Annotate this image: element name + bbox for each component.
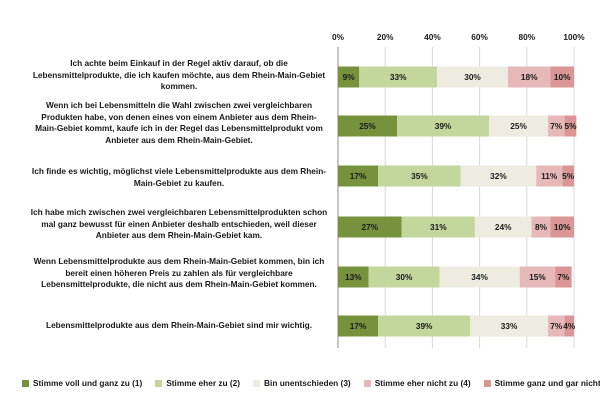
bars xyxy=(338,66,577,337)
data-label: 39% xyxy=(416,321,433,331)
bar-segment xyxy=(338,165,379,187)
data-label: 31% xyxy=(430,222,447,232)
x-tick-label: 20% xyxy=(377,32,394,42)
bar-segment xyxy=(489,115,549,137)
bar-segment xyxy=(368,266,440,288)
data-label: 18% xyxy=(521,72,538,82)
bar-segment xyxy=(437,66,508,88)
bar-segment xyxy=(439,266,520,288)
data-label: 32% xyxy=(490,171,507,181)
data-label: 34% xyxy=(471,272,488,282)
x-tick-label: 80% xyxy=(518,32,535,42)
bar-segment xyxy=(562,165,574,187)
data-label: 7% xyxy=(550,321,563,331)
legend-label: Stimme voll und ganz zu (1) xyxy=(33,378,143,388)
data-label: 5% xyxy=(562,171,575,181)
bar-segment xyxy=(550,216,574,238)
data-label: 35% xyxy=(411,171,428,181)
data-label: 7% xyxy=(550,121,563,131)
data-label: 25% xyxy=(359,121,376,131)
legend: Stimme voll und ganz zu (1) Stimme eher z… xyxy=(22,376,600,390)
data-label: 8% xyxy=(535,222,548,232)
data-label: 39% xyxy=(435,121,452,131)
category-label: Wenn ich bei Lebensmitteln die Wahl zwis… xyxy=(35,100,323,145)
bar-segment xyxy=(460,165,537,187)
x-axis-ticks: 0% 20% 40% 60% 80% 100% xyxy=(332,32,585,42)
bar-segment xyxy=(338,115,397,137)
legend-swatch xyxy=(483,379,491,387)
bar-segment xyxy=(397,115,490,137)
legend-swatch xyxy=(253,379,261,387)
x-tick-label: 100% xyxy=(563,32,585,42)
category-label: Wenn Lebensmittelprodukte aus dem Rhein-… xyxy=(33,256,325,290)
bar-segment xyxy=(401,216,475,238)
bar-segment xyxy=(564,315,574,337)
legend-item: Stimme eher zu (2) xyxy=(155,378,240,388)
legend-swatch xyxy=(22,379,29,387)
data-label: 7% xyxy=(557,272,570,282)
data-label: 17% xyxy=(350,321,367,331)
data-label: 33% xyxy=(390,72,407,82)
bar-segment xyxy=(378,315,471,337)
data-label: 4% xyxy=(563,321,576,331)
category-label: Lebensmittelprodukte aus dem Rhein-Main-… xyxy=(46,320,312,330)
bar-segment xyxy=(338,266,369,288)
legend-swatch xyxy=(155,379,163,387)
bar-segment xyxy=(564,115,577,137)
data-label: 30% xyxy=(464,72,481,82)
category-label: Ich finde es wichtig, möglichst viele Le… xyxy=(31,166,327,188)
category-label: Ich habe mich zwischen zwei vergleichbar… xyxy=(30,207,328,241)
x-tick-label: 0% xyxy=(332,32,345,42)
bar-segment xyxy=(531,216,551,238)
data-label: 11% xyxy=(541,171,558,181)
data-label: 33% xyxy=(501,321,518,331)
data-label: 10% xyxy=(554,72,571,82)
gridlines xyxy=(337,47,575,348)
bar-segment xyxy=(359,66,438,88)
bar-segment xyxy=(555,266,572,288)
bar-segment xyxy=(536,165,563,187)
data-label: 10% xyxy=(554,222,571,232)
bar-segment xyxy=(338,216,402,238)
legend-item: Stimme eher nicht zu (4) xyxy=(363,378,471,388)
data-labels: 9% 33% 30% 18% 10%25% 39% 25% 7% 5%17% 35% 32% 11% 5… xyxy=(343,72,577,331)
data-label: 27% xyxy=(362,222,379,232)
bar-segment xyxy=(550,66,574,88)
category-label: Ich achte beim Einkauf in der Regel akti… xyxy=(32,58,326,92)
x-tick-label: 60% xyxy=(471,32,488,42)
legend-label: Stimme ganz und gar nicht zu (5) xyxy=(494,378,600,388)
data-label: 15% xyxy=(529,272,546,282)
data-label: 24% xyxy=(495,222,512,232)
data-label: 13% xyxy=(345,272,362,282)
data-label: 9% xyxy=(343,72,356,82)
bar-segment xyxy=(378,165,461,187)
legend-label: Bin unentschieden (3) xyxy=(264,378,351,388)
bar-segment xyxy=(338,66,360,88)
legend-label: Stimme eher nicht zu (4) xyxy=(374,378,471,388)
bar-segment xyxy=(338,315,379,337)
bar-segment xyxy=(470,315,549,337)
legend-swatch xyxy=(363,379,371,387)
data-label: 17% xyxy=(350,171,367,181)
x-tick-label: 40% xyxy=(424,32,441,42)
data-label: 25% xyxy=(510,121,527,131)
bar-segment xyxy=(548,315,565,337)
legend-item: Stimme voll und ganz zu (1) xyxy=(22,378,142,388)
legend-item: Bin unentschieden (3) xyxy=(253,378,351,388)
data-label: 5% xyxy=(564,121,577,131)
legend-item: Stimme ganz und gar nicht zu (5) xyxy=(483,378,600,388)
bar-segment xyxy=(548,115,565,137)
bar-segment xyxy=(507,66,551,88)
legend-label: Stimme eher zu (2) xyxy=(166,378,241,388)
data-label: 30% xyxy=(396,272,413,282)
bar-segment xyxy=(519,266,556,288)
bar-segment xyxy=(474,216,532,238)
